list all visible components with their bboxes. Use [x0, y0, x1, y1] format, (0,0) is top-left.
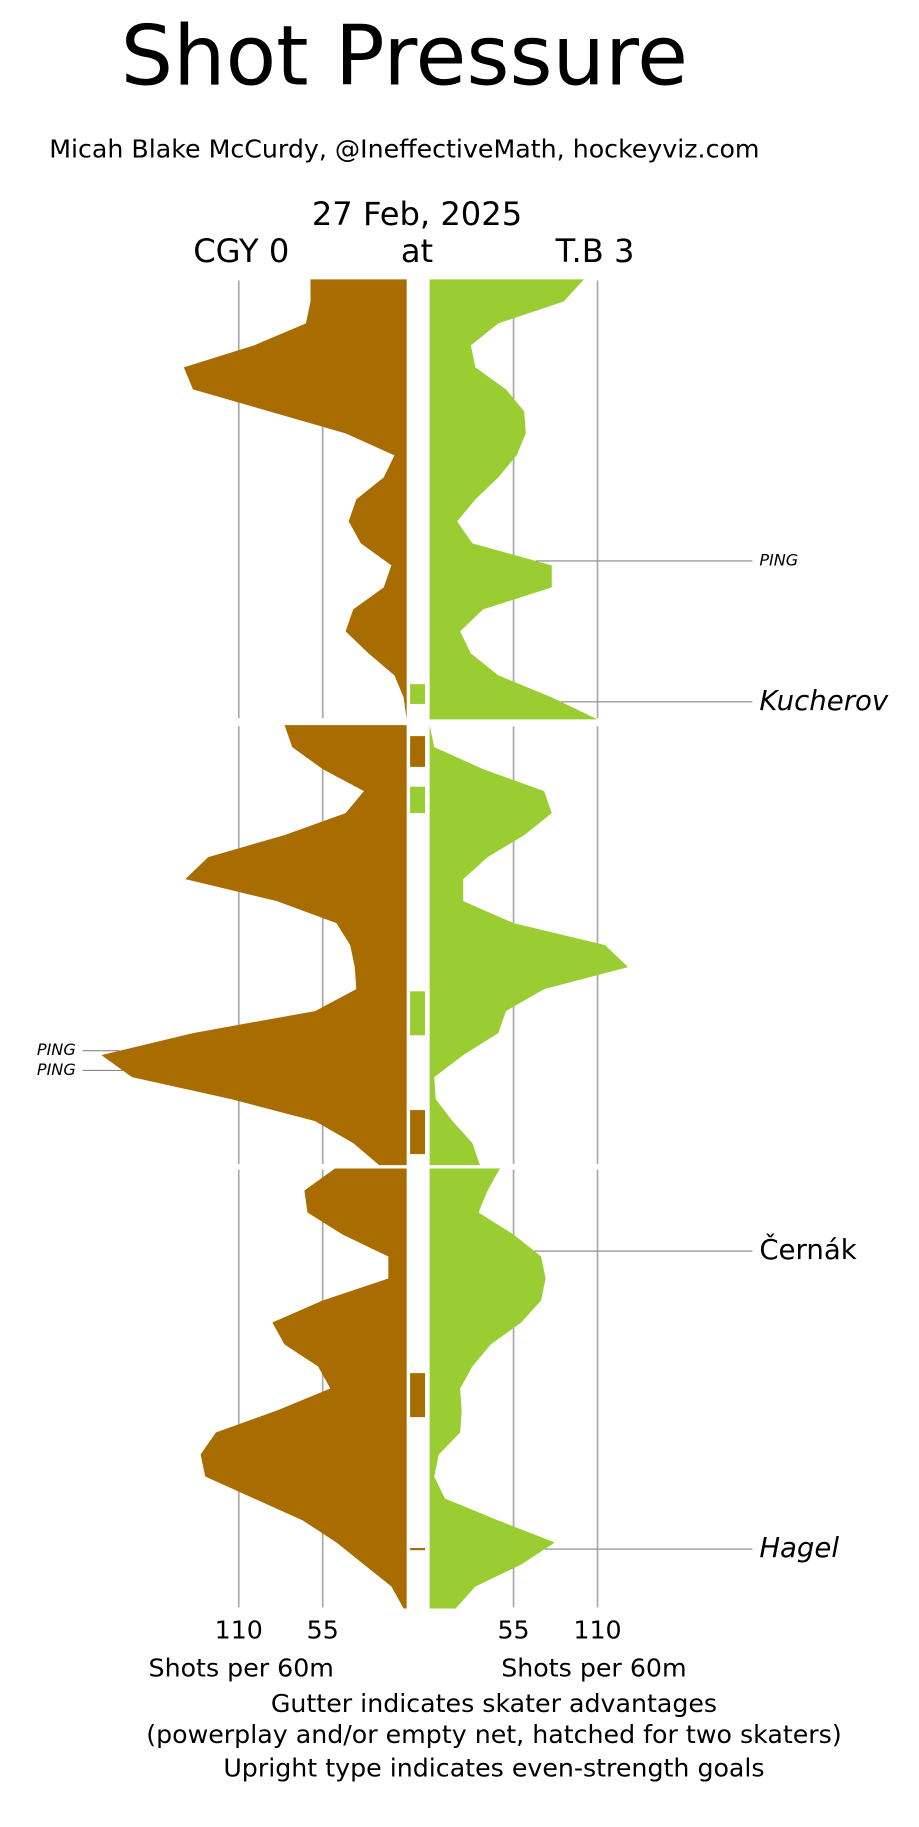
- chart-title: Shot Pressure: [121, 8, 688, 105]
- pressure-area: [429, 725, 629, 1166]
- advantage: [410, 991, 426, 1036]
- x-axis-label: Shots per 60m: [149, 1653, 334, 1682]
- goal-label: Černák: [759, 1232, 856, 1266]
- x-tick-label: 55: [497, 1615, 529, 1644]
- note: Gutter indicates skater advantages: [271, 1689, 717, 1718]
- note: Upright type indicates even-strength goa…: [223, 1753, 764, 1782]
- goal-label: Kucherov: [759, 684, 889, 717]
- goal-label: PING: [37, 1060, 76, 1079]
- pressure-area: [200, 1168, 407, 1609]
- advantage: [410, 736, 426, 767]
- advantage: [410, 1110, 426, 1155]
- goal-label: PING: [37, 1040, 76, 1059]
- pressure-area: [429, 279, 598, 720]
- x-tick-label: 110: [215, 1615, 263, 1644]
- advantage: [410, 684, 426, 704]
- note: (powerplay and/or empty net, hatched for…: [146, 1720, 841, 1749]
- x-tick-label: 55: [307, 1615, 339, 1644]
- date: 27 Feb, 2025: [312, 195, 522, 233]
- pressure-area: [101, 725, 407, 1166]
- subtitle: Micah Blake McCurdy, @IneffectiveMath, h…: [49, 135, 759, 164]
- x-tick-label: 110: [573, 1615, 621, 1644]
- x-axis-label: Shots per 60m: [501, 1653, 686, 1682]
- advantage: [410, 1547, 426, 1551]
- goal-label: Hagel: [759, 1531, 839, 1564]
- at-label: at: [401, 232, 433, 270]
- home-team: T.B 3: [555, 232, 635, 270]
- pressure-area: [429, 1168, 555, 1609]
- pressure-area: [183, 279, 407, 720]
- advantage: [410, 786, 426, 814]
- advantage: [410, 1373, 426, 1418]
- away-team: CGY 0: [193, 232, 289, 270]
- goal-label: PING: [759, 550, 798, 569]
